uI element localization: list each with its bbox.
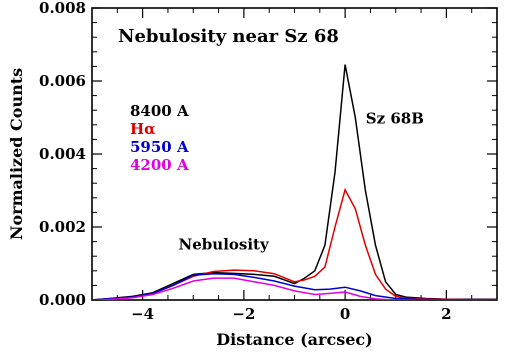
y-tick-label: 0.006 bbox=[39, 72, 86, 90]
series-line bbox=[92, 64, 497, 300]
legend-entry: 8400 A bbox=[130, 102, 189, 120]
series-lines bbox=[92, 64, 497, 300]
x-tick-label: −4 bbox=[131, 305, 154, 323]
y-axis-label: Normalized Counts bbox=[7, 68, 26, 240]
annotation-sz68b: Sz 68B bbox=[366, 109, 424, 127]
y-tick-label: 0.004 bbox=[39, 145, 86, 163]
x-tick-label: 2 bbox=[441, 305, 451, 323]
axis-ticks: −4 −2 0 2 0.000 0.002 0.004 0.006 0.008 bbox=[39, 0, 498, 323]
x-tick-label: −2 bbox=[232, 305, 255, 323]
legend-entry: 5950 A bbox=[130, 138, 189, 156]
chart-title: Nebulosity near Sz 68 bbox=[118, 26, 339, 47]
series-line bbox=[92, 277, 497, 300]
annotation-nebulosity: Nebulosity bbox=[179, 235, 270, 253]
legend-entry: 4200 A bbox=[130, 156, 189, 174]
chart-labels: Nebulosity near Sz 68 Distance (arcsec) No… bbox=[7, 26, 424, 349]
y-tick-label: 0.002 bbox=[39, 218, 86, 236]
y-tick-label: 0.000 bbox=[39, 291, 86, 309]
x-axis-label: Distance (arcsec) bbox=[216, 330, 372, 349]
y-tick-label: 0.008 bbox=[39, 0, 86, 17]
x-tick-label: 0 bbox=[340, 305, 350, 323]
legend-entry: Hα bbox=[130, 120, 156, 138]
series-line bbox=[92, 272, 497, 300]
